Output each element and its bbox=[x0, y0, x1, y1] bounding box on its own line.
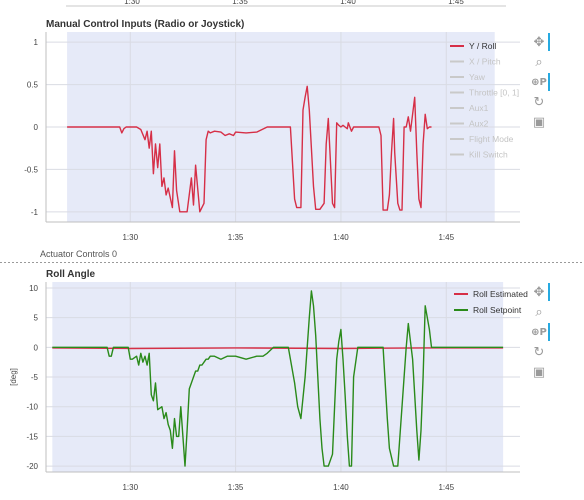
legend-entry-label[interactable]: Aux1 bbox=[469, 103, 489, 113]
y-tick-label: -15 bbox=[26, 432, 38, 441]
manual-control-title: Manual Control Inputs (Radio or Joystick… bbox=[46, 19, 244, 30]
y-tick-label: -10 bbox=[26, 403, 38, 412]
legend-entry-label[interactable]: Aux2 bbox=[469, 119, 489, 129]
y-tick-label: 0.5 bbox=[27, 81, 39, 90]
pan-active-indicator-2 bbox=[548, 283, 550, 301]
top-partial-axis: 1:30 1:35 1:40 1:45 bbox=[66, 0, 506, 7]
pan-active-indicator bbox=[548, 33, 550, 51]
y-tick-label: -0.5 bbox=[24, 165, 38, 174]
legend-entry-label[interactable]: Throttle [0, 1] bbox=[469, 88, 519, 98]
x-tick-label: 1:40 bbox=[333, 233, 349, 242]
y-tick-label: 1 bbox=[34, 38, 39, 47]
y-tick-label: 0 bbox=[34, 343, 39, 352]
series-line-y-roll bbox=[67, 85, 432, 213]
x-tick-label: 1:30 bbox=[122, 483, 138, 492]
toolbar-panel-1: ✥ ⌕ ⊕P ↻ ▣ bbox=[530, 33, 552, 133]
top-partial-tick-labels: 1:30 1:35 1:40 1:45 bbox=[124, 0, 464, 6]
x-tick-label: 1:30 bbox=[122, 233, 138, 242]
toolbar-panel-2: ✥ ⌕ ⊕P ↻ ▣ bbox=[530, 283, 552, 383]
roll-angle-title: Roll Angle bbox=[46, 269, 96, 280]
y-tick-label: -5 bbox=[31, 373, 39, 382]
x-tick-label: 1:40 bbox=[333, 483, 349, 492]
save-icon[interactable]: ▣ bbox=[532, 364, 546, 380]
series-line-roll-setpoint bbox=[52, 290, 504, 467]
save-icon[interactable]: ▣ bbox=[532, 114, 546, 130]
legend-entry-label[interactable]: Kill Switch bbox=[469, 150, 508, 160]
top-partial-tick-label: 1:35 bbox=[232, 0, 248, 6]
legend-entry-label[interactable]: Roll Estimated bbox=[473, 289, 528, 299]
x-tick-label: 1:35 bbox=[228, 233, 244, 242]
roll-angle-panel: Roll Angle 10 5 0 -5 -10 -15 -20 1:30 1:35 1:40 1:… bbox=[9, 269, 528, 492]
wheel-zoom-active-indicator-2 bbox=[548, 323, 550, 341]
pan-icon[interactable]: ✥ bbox=[533, 34, 545, 50]
next-panel-partial-title: Actuator Controls 0 bbox=[40, 249, 117, 259]
y-tick-label: 10 bbox=[29, 284, 38, 293]
legend-entry-label[interactable]: Flight Mode bbox=[469, 134, 514, 144]
zoom-box-icon[interactable]: ⌕ bbox=[535, 304, 543, 320]
wheel-zoom-icon[interactable]: ⊕P bbox=[531, 76, 547, 88]
manual-control-chart: 1 0.5 0 -0.5 -1 1:30 1:35 1:40 1:45 Y / Roll X / P… bbox=[24, 32, 520, 242]
wheel-zoom-icon[interactable]: ⊕P bbox=[531, 326, 547, 338]
reset-icon[interactable]: ↻ bbox=[533, 94, 545, 110]
pan-icon[interactable]: ✥ bbox=[533, 284, 545, 300]
legend-entry-label[interactable]: Roll Setpoint bbox=[473, 305, 522, 315]
y-tick-label: -1 bbox=[31, 208, 39, 217]
y-tick-label: 0 bbox=[34, 123, 39, 132]
top-partial-tick-label: 1:40 bbox=[340, 0, 356, 6]
legend-entry-label[interactable]: Yaw bbox=[469, 72, 486, 82]
reset-icon[interactable]: ↻ bbox=[533, 344, 545, 360]
top-partial-tick-label: 1:30 bbox=[124, 0, 140, 6]
y-tick-label: -20 bbox=[26, 462, 38, 471]
manual-control-panel: Manual Control Inputs (Radio or Joystick… bbox=[24, 19, 520, 259]
zoom-box-icon[interactable]: ⌕ bbox=[535, 54, 543, 70]
wheel-zoom-active-indicator bbox=[548, 73, 550, 91]
x-tick-label: 1:35 bbox=[228, 483, 244, 492]
y-axis-label: [deg] bbox=[9, 368, 18, 386]
legend-entry-label[interactable]: X / Pitch bbox=[469, 57, 501, 67]
legend-entry-label[interactable]: Y / Roll bbox=[469, 41, 496, 51]
x-tick-label: 1:45 bbox=[438, 233, 454, 242]
roll-angle-chart: 10 5 0 -5 -10 -15 -20 1:30 1:35 1:40 1:45 [deg] Roll… bbox=[9, 282, 528, 492]
top-partial-tick-label: 1:45 bbox=[448, 0, 464, 6]
x-tick-label: 1:45 bbox=[438, 483, 454, 492]
y-tick-label: 5 bbox=[34, 314, 39, 323]
